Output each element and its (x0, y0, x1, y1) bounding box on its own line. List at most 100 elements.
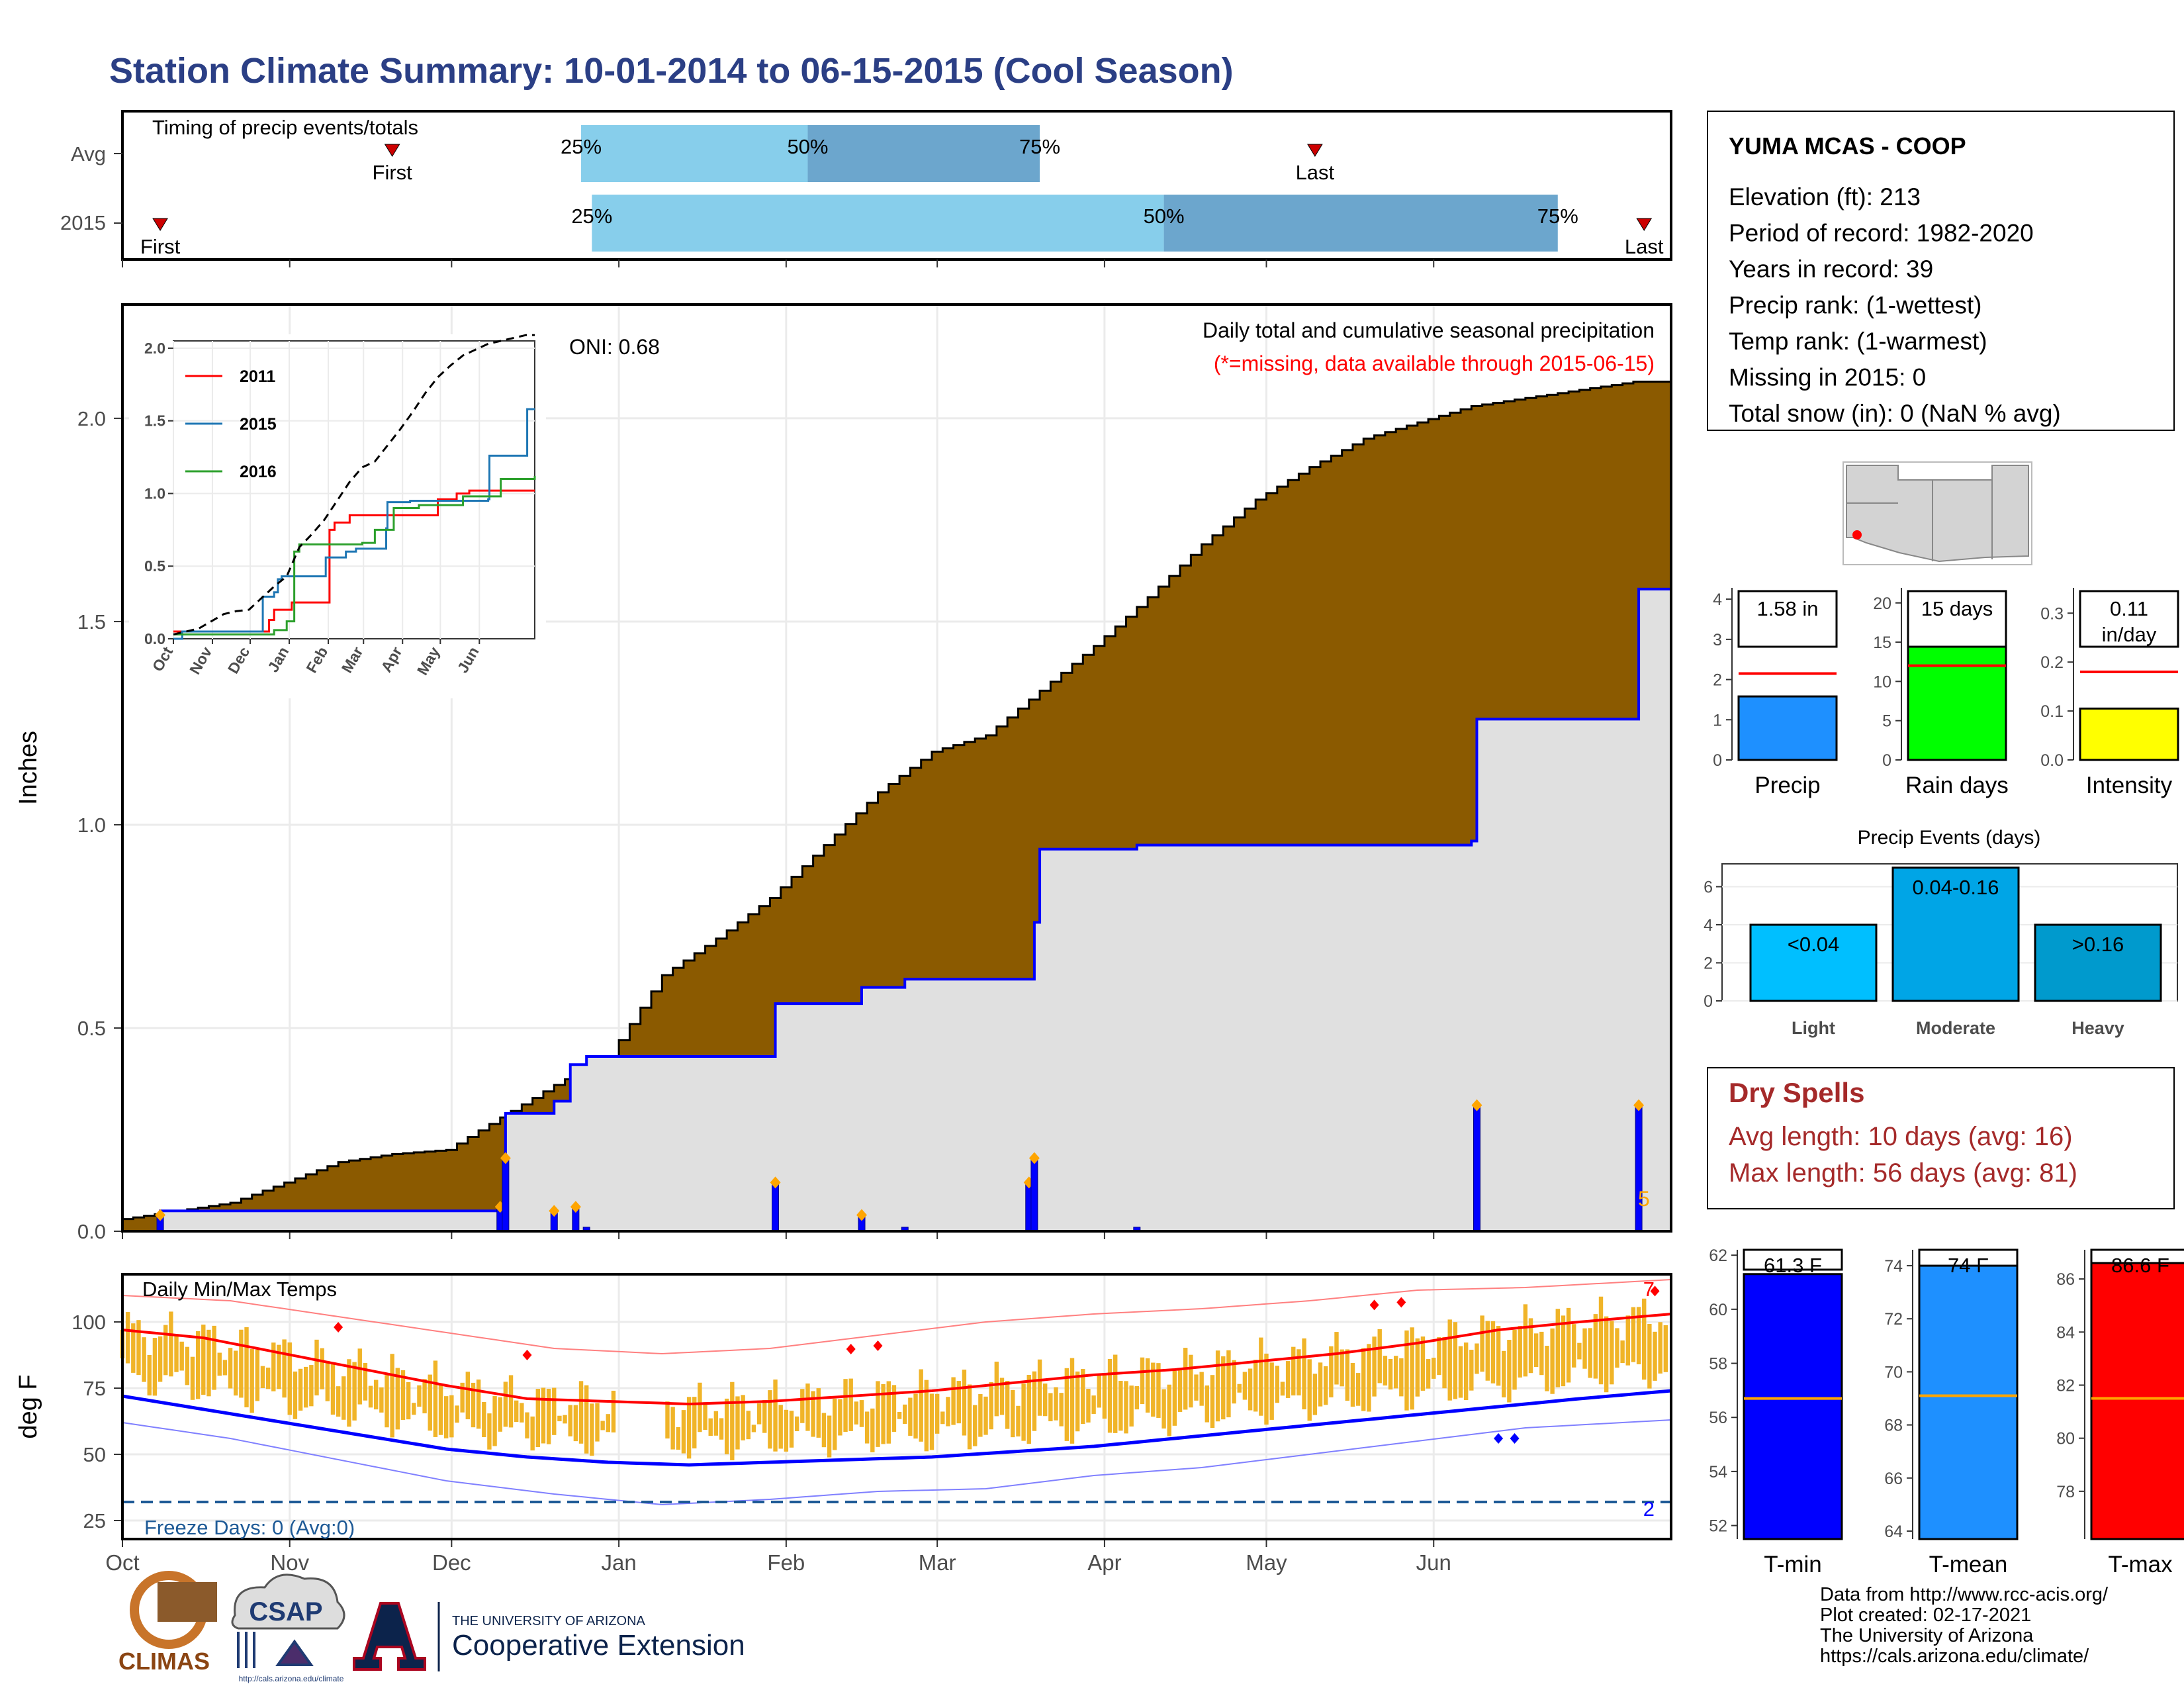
tmin-value-label: 61.3 F (1764, 1254, 1822, 1277)
daily-temp-bar (1151, 1362, 1156, 1417)
timing-2015-q50-q75-bar (1163, 195, 1558, 252)
daily-temp-bar (309, 1365, 314, 1407)
timing-avg-last-label: Last (1296, 161, 1335, 184)
daily-temp-bar (212, 1325, 216, 1390)
events-y-tick-label: 4 (1704, 916, 1713, 935)
missing-data-note: (*=missing, data available through 2015-… (1214, 352, 1655, 375)
daily-temp-bar (611, 1390, 616, 1432)
daily-temp-bar (1502, 1350, 1506, 1397)
avg-tmax-line (122, 1313, 1672, 1406)
daily-temp-bar (1469, 1350, 1474, 1391)
daily-temp-bar (703, 1402, 707, 1430)
daily-temp-bar (946, 1397, 950, 1427)
daily-temp-bar (471, 1382, 476, 1428)
daily-temp-bar (546, 1388, 551, 1444)
daily-temp-bar (1011, 1389, 1015, 1438)
daily-temp-bar (1124, 1381, 1128, 1434)
daily-temp-bar (255, 1349, 260, 1401)
daily-temp-bar (217, 1352, 222, 1376)
station-info-line: Precip rank: (1-wettest) (1729, 292, 1981, 319)
main-plot-frame (121, 303, 1672, 1233)
tmean-y-tick-label: 74 (1884, 1257, 1903, 1276)
daily-precip-marker (500, 1152, 511, 1164)
daily-temp-bar (147, 1354, 152, 1396)
daily-temp-bar (228, 1348, 233, 1389)
daily-temp-bar (1490, 1321, 1496, 1383)
daily-temp-bar (1161, 1389, 1166, 1429)
daily-temp-bar (805, 1383, 810, 1431)
ua-small-text: THE UNIVERSITY OF ARIZONA (452, 1614, 646, 1628)
daily-temp-bar (1285, 1361, 1291, 1398)
intensity-y-tick-label: 0.1 (2040, 702, 2064, 721)
daily-temp-bar (1275, 1366, 1280, 1403)
temp-x-tick-label: Jun (1416, 1550, 1451, 1575)
daily-temp-bar (1189, 1354, 1193, 1408)
daily-temp-bar (1329, 1346, 1334, 1397)
intensity-y-tick-label: 0.0 (2040, 751, 2064, 770)
daily-temp-bar (1361, 1348, 1366, 1411)
temp-y-tick-label: 75 (83, 1377, 106, 1400)
precip-bar (1737, 695, 1838, 761)
inset-legend-label: 2016 (240, 463, 277, 481)
daily-temp-bar (1237, 1383, 1242, 1393)
season-cumulative-area (122, 588, 1671, 1231)
daily-temp-bar (903, 1404, 907, 1424)
inset-y-tick-label: 2.0 (144, 340, 165, 357)
daily-temp-bar (1636, 1307, 1641, 1364)
inset-series-line-avg (173, 334, 535, 635)
daily-temp-bar (476, 1380, 481, 1429)
tmax-value-label: 86.6 F (2111, 1254, 2169, 1277)
tmax-y-tick-label: 80 (2056, 1430, 2075, 1448)
map-borders (1846, 465, 1993, 561)
temp-y-tick-label: 50 (83, 1443, 106, 1466)
main-y-tick-label: 1.0 (77, 814, 106, 837)
daily-temp-bar (179, 1341, 184, 1371)
temp-y-tick-label: 100 (71, 1311, 106, 1334)
daily-temp-bar (756, 1403, 762, 1425)
intensity-y-tick-label: 0.2 (2040, 653, 2064, 672)
daily-temp-bar (1555, 1309, 1560, 1387)
daily-temp-bar (886, 1381, 891, 1444)
temp-x-tick-label: Oct (105, 1550, 139, 1575)
daily-temp-bar (239, 1329, 244, 1398)
daily-temp-bar (1086, 1389, 1091, 1423)
avg-cumulative-outline (122, 381, 1671, 1221)
record-high-marker (1396, 1297, 1406, 1308)
daily-temp-bar (1081, 1369, 1085, 1425)
tmin-label-box (1743, 1248, 1843, 1271)
daily-temp-bar (352, 1362, 357, 1421)
daily-temp-bar (449, 1395, 454, 1438)
events-bar-label: <0.04 (1788, 933, 1839, 956)
timing-avg-pct-label: 50% (787, 135, 828, 158)
intensity-label-box (2079, 590, 2179, 648)
daily-temp-bar (368, 1385, 373, 1408)
daily-temp-bar (1399, 1358, 1404, 1397)
daily-temp-bar (1432, 1358, 1436, 1379)
daily-temp-bar (1463, 1342, 1469, 1401)
daily-temp-bar (1475, 1343, 1479, 1374)
daily-temp-bar (978, 1394, 983, 1437)
events-bar-heavy (2034, 923, 2162, 1002)
temp-title: Daily Min/Max Temps (142, 1278, 337, 1301)
daily-temp-bar (794, 1416, 799, 1432)
daily-temp-bar (1059, 1393, 1064, 1427)
daily-temp-bar (1458, 1346, 1463, 1398)
daily-temp-bar (1388, 1358, 1393, 1390)
daily-temp-bar (1297, 1349, 1301, 1396)
daily-temp-bar (520, 1403, 524, 1423)
daily-temp-bar (870, 1408, 875, 1452)
rain-days-y-tick-label: 20 (1873, 594, 1891, 613)
record-high-marker (334, 1322, 343, 1333)
daily-temp-bar (1658, 1322, 1662, 1374)
main-y-axis-label: Inches (15, 731, 42, 805)
daily-temp-bar (190, 1356, 195, 1400)
daily-temp-bar (816, 1388, 821, 1438)
events-category-label: Moderate (1916, 1018, 1995, 1038)
daily-temp-bar (1528, 1318, 1533, 1374)
daily-temp-bar (708, 1418, 713, 1436)
main-y-tick-label: 0.5 (77, 1017, 106, 1040)
daily-temp-bar (1210, 1375, 1215, 1429)
timing-2015-last-label: Last (1625, 235, 1664, 258)
daily-temp-bar (584, 1385, 589, 1454)
daily-temp-bar (934, 1393, 940, 1434)
